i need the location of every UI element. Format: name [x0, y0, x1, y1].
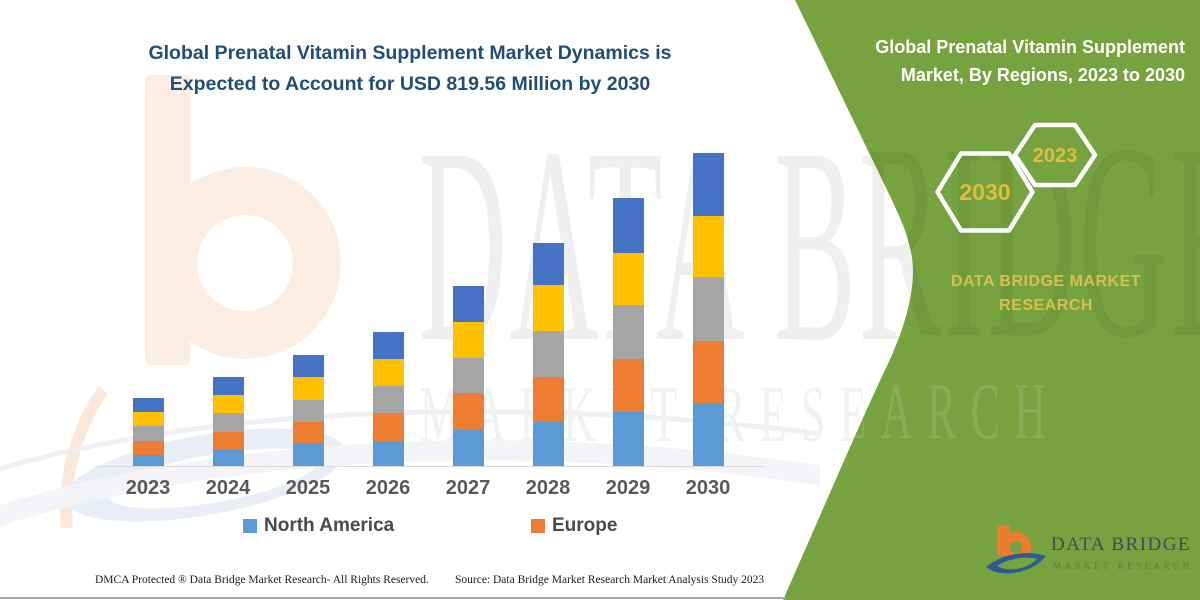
- bar-segment-2026-series2-europe: [372, 413, 404, 441]
- green-panel-shape: [783, 0, 1200, 600]
- bar-segment-2026-series3: [372, 385, 404, 414]
- bar-segment-2025-series5: [292, 354, 324, 377]
- bar-segment-2030-series4: [692, 215, 724, 277]
- bar-segment-2023-series2-europe: [132, 440, 164, 455]
- bar-segment-2024-series5: [212, 376, 244, 395]
- bar-segment-2028-series4: [532, 285, 564, 331]
- bar-segment-2030-series1-north-america: [692, 403, 724, 466]
- hexagon-2030: [935, 151, 1035, 233]
- x-axis-line: [95, 466, 765, 467]
- bar-segment-2029-series5: [612, 197, 644, 253]
- hexagon-2023-label: 2023: [1033, 145, 1078, 167]
- data-bridge-logo-icon: [986, 525, 1046, 574]
- bar-segment-2028-series3: [532, 330, 564, 377]
- data-bridge-logo: DATA BRIDGE MARKET RESEARCH: [985, 520, 1190, 592]
- panel-title-line2: Market, By Regions, 2023 to 2030: [900, 65, 1185, 85]
- bar-segment-2025-series2-europe: [292, 421, 324, 444]
- x-axis-label-2026: 2026: [365, 477, 411, 499]
- bar-segment-2023-series5: [132, 398, 164, 413]
- bar-segment-2029-series1-north-america: [612, 411, 644, 466]
- bar-segment-2024-series2-europe: [212, 431, 244, 450]
- bar-segment-2029-series2-europe: [612, 359, 644, 412]
- bar-segment-2029-series3: [612, 305, 644, 360]
- bar-segment-2026-series4: [372, 358, 404, 386]
- bar-segment-2027-series1-north-america: [452, 430, 484, 466]
- bar-segment-2024-series3: [212, 413, 244, 432]
- x-axis-label-2023: 2023: [125, 477, 171, 499]
- hexagon-2030-label: 2030: [959, 179, 1010, 205]
- chart-title-line1: Global Prenatal Vitamin Supplement Marke…: [148, 42, 672, 64]
- hexagon-2023: [1012, 122, 1098, 188]
- bar-segment-2023-series3: [132, 426, 164, 441]
- year-hexagons: 2030 2023: [935, 122, 1098, 233]
- legend-item-north-america: North America: [243, 515, 394, 537]
- panel-title: Global Prenatal Vitamin Supplement Marke…: [800, 33, 1185, 89]
- bar-segment-2023-series4: [132, 412, 164, 427]
- bar-segment-2027-series5: [452, 286, 484, 322]
- chart-title-line2: Expected to Account for USD 819.56 Milli…: [169, 73, 651, 95]
- legend-label-north-america: North America: [264, 515, 395, 536]
- logo-tagline: MARKET RESEARCH: [1053, 561, 1193, 571]
- bar-segment-2029-series4: [612, 252, 644, 306]
- x-axis-label-2029: 2029: [605, 477, 651, 499]
- bar-segment-2025-series1-north-america: [292, 443, 324, 466]
- watermark-b-bowl: [149, 167, 341, 359]
- bar-segment-2026-series5: [372, 331, 404, 359]
- x-axis-label-2030: 2030: [685, 477, 731, 499]
- bar-segment-2027-series2-europe: [452, 393, 484, 431]
- dmca-footer-text: DMCA Protected ® Data Bridge Market Rese…: [95, 574, 429, 586]
- legend-swatch-north-america: [243, 519, 257, 533]
- brand-name-text: DATA BRIDGE MARKET RESEARCH: [920, 270, 1172, 318]
- source-footer-text: Source: Data Bridge Market Research Mark…: [455, 574, 765, 586]
- bar-segment-2026-series1-north-america: [372, 440, 404, 466]
- bar-segment-2027-series3: [452, 358, 484, 394]
- logo-leaf-inner: [997, 557, 1037, 570]
- logo-wordmark: DATA BRIDGE: [1051, 534, 1192, 555]
- bar-segment-2028-series2-europe: [532, 376, 564, 422]
- bar-segment-2024-series1-north-america: [212, 449, 244, 466]
- bar-segment-2025-series3: [292, 399, 324, 422]
- brand-name-line1: DATA BRIDGE MARKET: [950, 273, 1142, 290]
- bar-segment-2025-series4: [292, 376, 324, 400]
- panel-title-line1: Global Prenatal Vitamin Supplement: [875, 37, 1185, 57]
- bar-segment-2030-series5: [692, 152, 724, 216]
- bar-segment-2024-series4: [212, 394, 244, 414]
- bar-segment-2028-series5: [532, 242, 564, 286]
- chart-title: Global Prenatal Vitamin Supplement Marke…: [110, 38, 710, 100]
- x-axis-label-2025: 2025: [285, 477, 331, 499]
- bar-segment-2030-series3: [692, 276, 724, 341]
- x-axis-label-2024: 2024: [205, 477, 251, 499]
- legend-item-europe: Europe: [531, 515, 617, 537]
- bar-segment-2027-series4: [452, 321, 484, 359]
- watermark-orange-arc: [60, 386, 108, 529]
- bar-segment-2030-series2-europe: [692, 340, 724, 404]
- bar-segment-2028-series1-north-america: [532, 421, 564, 466]
- legend-label-europe: Europe: [552, 515, 618, 536]
- bottom-divider-line: [0, 597, 786, 599]
- x-axis-label-2028: 2028: [525, 477, 571, 499]
- brand-name-line2: RESEARCH: [999, 297, 1093, 314]
- legend-swatch-europe: [531, 519, 545, 533]
- x-axis-label-2027: 2027: [445, 477, 491, 499]
- bar-segment-2023-series1-north-america: [132, 454, 164, 466]
